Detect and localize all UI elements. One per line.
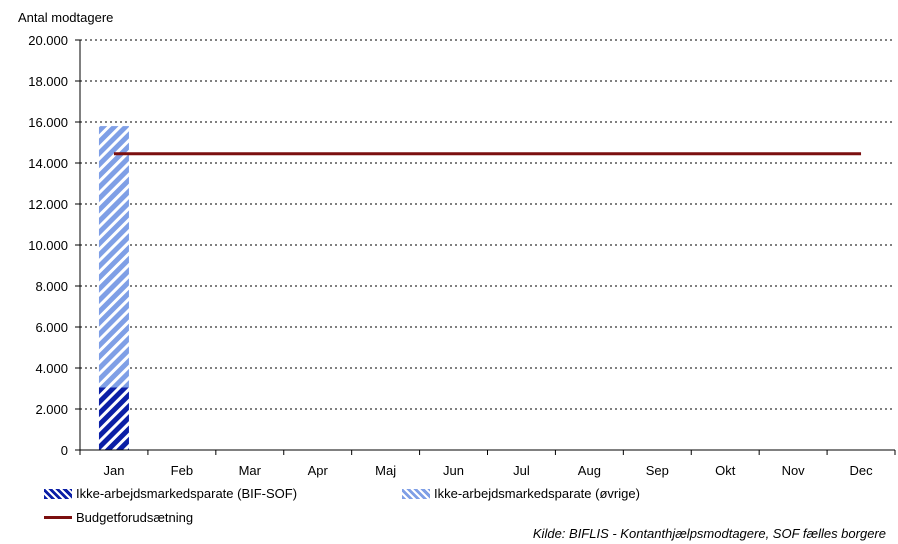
y-tick-label: 12.000 — [28, 197, 68, 212]
y-tick-label: 10.000 — [28, 238, 68, 253]
x-tick-label: Jun — [443, 463, 464, 478]
y-tick-label: 16.000 — [28, 115, 68, 130]
legend-label: Ikke-arbejdsmarkedsparate (BIF-SOF) — [76, 486, 298, 501]
x-tick-label: Nov — [782, 463, 806, 478]
y-tick-label: 20.000 — [28, 33, 68, 48]
y-tick-label: 6.000 — [35, 320, 68, 335]
legend-item-ovrige: Ikke-arbejdsmarkedsparate (øvrige) — [402, 486, 640, 501]
x-tick-label: Sep — [646, 463, 669, 478]
y-tick-label: 4.000 — [35, 361, 68, 376]
x-tick-label: Apr — [308, 463, 329, 478]
legend-swatch-light-hatch — [402, 488, 430, 499]
x-tick-label: Maj — [375, 463, 396, 478]
bar-bif-sof — [98, 387, 129, 450]
x-tick-label: Feb — [171, 463, 193, 478]
legend-item-bif-sof: Ikke-arbejdsmarkedsparate (BIF-SOF) — [44, 486, 297, 501]
y-axis-label: Antal modtagere — [18, 10, 113, 25]
source-note: Kilde: BIFLIS - Kontanthjælpsmodtagere, … — [532, 526, 886, 541]
y-tick-label: 14.000 — [28, 156, 68, 171]
x-tick-label: Jul — [513, 463, 530, 478]
legend-swatch-line — [44, 516, 72, 519]
x-tick-label: Mar — [239, 463, 262, 478]
x-tick-label: Okt — [715, 463, 736, 478]
bar-ovrige — [98, 126, 129, 388]
x-tick-label: Jan — [103, 463, 124, 478]
x-tick-label: Dec — [849, 463, 873, 478]
y-tick-label: 0 — [61, 443, 68, 458]
legend-label: Budgetforudsætning — [76, 510, 194, 525]
y-tick-label: 18.000 — [28, 74, 68, 89]
legend-item-budget: Budgetforudsætning — [44, 510, 193, 525]
legend-swatch-dark-hatch — [44, 488, 72, 499]
legend-label: Ikke-arbejdsmarkedsparate (øvrige) — [434, 486, 640, 501]
y-tick-label: 2.000 — [35, 402, 68, 417]
y-tick-label: 8.000 — [35, 279, 68, 294]
x-tick-label: Aug — [578, 463, 601, 478]
